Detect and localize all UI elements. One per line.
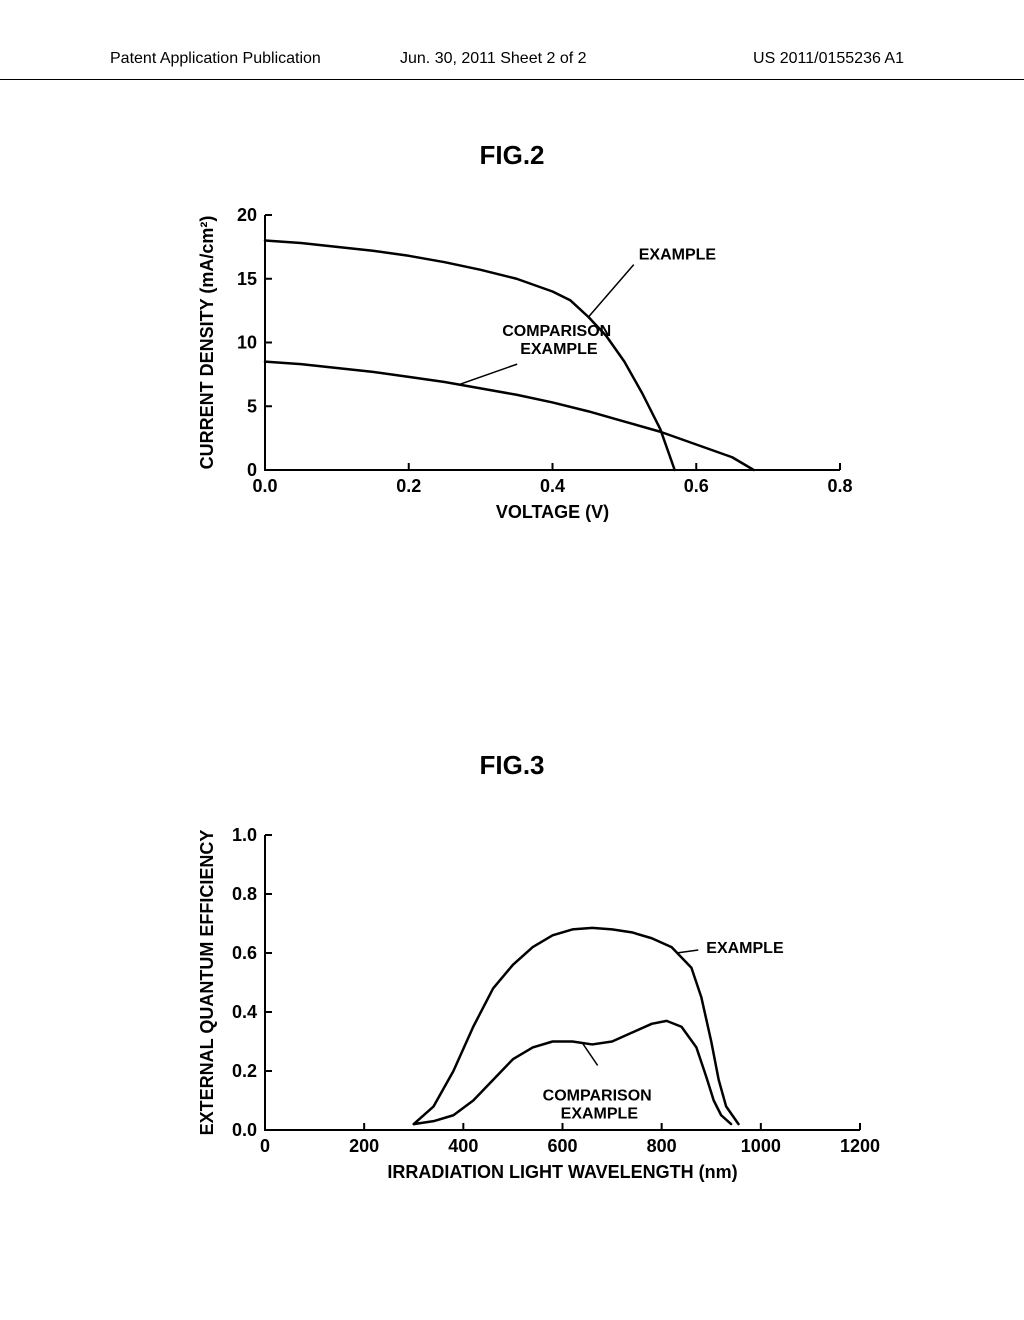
fig2-title: FIG.2 xyxy=(0,140,1024,171)
svg-text:200: 200 xyxy=(349,1136,379,1156)
header-left: Patent Application Publication xyxy=(110,50,321,68)
svg-text:400: 400 xyxy=(448,1136,478,1156)
svg-text:5: 5 xyxy=(247,396,257,416)
svg-text:EXAMPLE: EXAMPLE xyxy=(520,341,598,358)
fig3-title: FIG.3 xyxy=(0,750,1024,781)
svg-text:0.6: 0.6 xyxy=(232,943,257,963)
svg-text:VOLTAGE (V): VOLTAGE (V) xyxy=(496,502,609,522)
svg-text:20: 20 xyxy=(237,205,257,225)
fig3-chart: 0 200 400 600 800 1000 1200 0.0 0.2 0.4 0.6 0.8 1.0 I… xyxy=(180,820,880,1190)
svg-text:0.8: 0.8 xyxy=(232,884,257,904)
header-mid: Jun. 30, 2011 Sheet 2 of 2 xyxy=(400,50,587,68)
page-header: Patent Application Publication Jun. 30, … xyxy=(0,50,1024,80)
svg-text:10: 10 xyxy=(237,333,257,353)
svg-text:COMPARISON: COMPARISON xyxy=(502,323,611,340)
svg-text:0.4: 0.4 xyxy=(232,1002,257,1022)
svg-text:15: 15 xyxy=(237,269,257,289)
svg-text:EXTERNAL QUANTUM EFFICIENCY: EXTERNAL QUANTUM EFFICIENCY xyxy=(197,830,217,1136)
svg-text:0: 0 xyxy=(260,1136,270,1156)
svg-text:1.0: 1.0 xyxy=(232,825,257,845)
svg-text:0: 0 xyxy=(247,460,257,480)
svg-text:0.0: 0.0 xyxy=(232,1120,257,1140)
svg-text:1000: 1000 xyxy=(741,1136,781,1156)
header-right: US 2011/0155236 A1 xyxy=(753,50,904,68)
svg-text:EXAMPLE: EXAMPLE xyxy=(706,940,784,957)
svg-text:0.2: 0.2 xyxy=(396,476,421,496)
svg-text:EXAMPLE: EXAMPLE xyxy=(639,247,717,264)
svg-text:0.2: 0.2 xyxy=(232,1061,257,1081)
svg-text:600: 600 xyxy=(547,1136,577,1156)
svg-text:0.4: 0.4 xyxy=(540,476,565,496)
svg-text:1200: 1200 xyxy=(840,1136,880,1156)
svg-text:0.8: 0.8 xyxy=(827,476,852,496)
fig2-chart: 0.00.20.40.60.805101520VOLTAGE (V)CURREN… xyxy=(180,200,860,530)
svg-text:800: 800 xyxy=(647,1136,677,1156)
svg-text:EXAMPLE: EXAMPLE xyxy=(561,1106,639,1123)
svg-text:IRRADIATION LIGHT WAVELENGTH (: IRRADIATION LIGHT WAVELENGTH (nm) xyxy=(387,1162,737,1182)
svg-text:0.6: 0.6 xyxy=(684,476,709,496)
svg-text:COMPARISON: COMPARISON xyxy=(543,1088,652,1105)
svg-text:CURRENT DENSITY (mA/cm²): CURRENT DENSITY (mA/cm²) xyxy=(197,216,217,470)
